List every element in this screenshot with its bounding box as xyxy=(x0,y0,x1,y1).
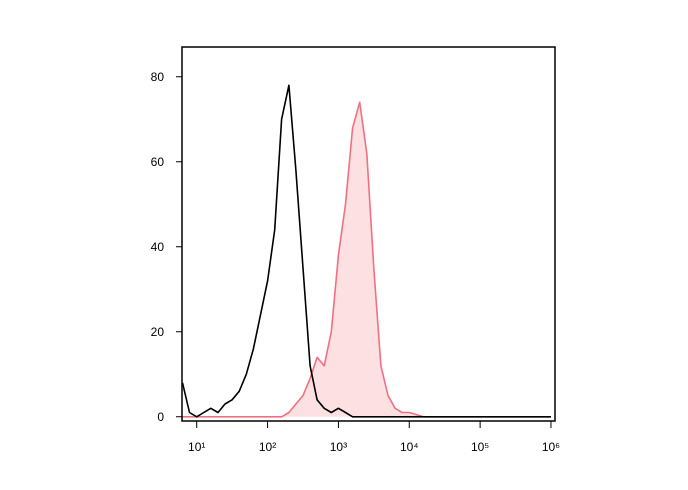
series-area xyxy=(182,102,551,417)
x-tick-label: 10² xyxy=(259,440,276,454)
series-line xyxy=(181,84,551,418)
x-tick-label: 10¹ xyxy=(188,440,205,454)
x-tick-label: 10³ xyxy=(330,440,347,454)
plot-frame xyxy=(181,46,556,422)
x-tick-label: 10⁴ xyxy=(400,440,419,454)
x-tick-label: 10⁵ xyxy=(471,440,489,454)
y-tick-label: 60 xyxy=(151,155,165,169)
y-tick-label: 80 xyxy=(151,70,165,84)
y-tick-label: 0 xyxy=(157,410,164,424)
y-tick-label: 40 xyxy=(151,240,165,254)
x-tick-label: 10⁶ xyxy=(542,440,560,454)
y-tick-label: 20 xyxy=(151,325,165,339)
